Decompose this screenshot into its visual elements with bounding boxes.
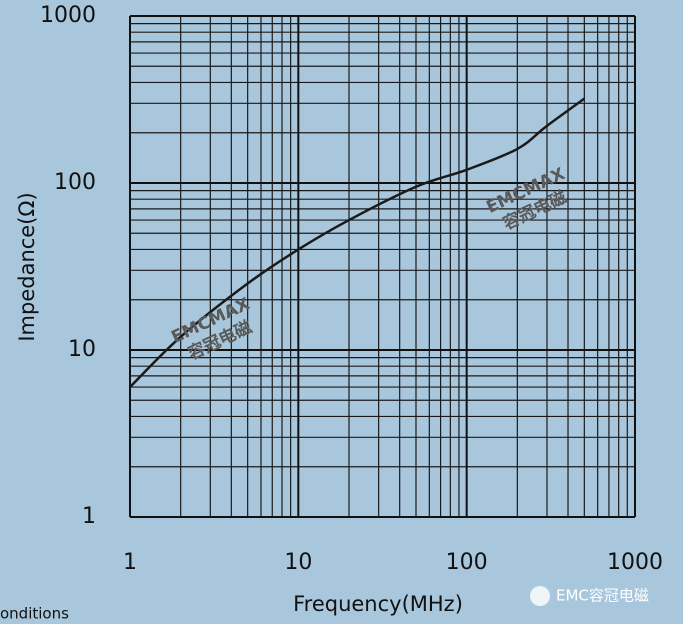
footer-text: onditions (0, 605, 69, 623)
x-tick-label: 1 (123, 550, 137, 575)
y-tick-label: 1 (82, 504, 96, 529)
impedance-curve (129, 97, 586, 388)
logo-icon (530, 586, 550, 606)
logo: EMC容冠电磁 (530, 586, 649, 606)
y-axis-label: Impedance(Ω) (15, 192, 39, 341)
logo-text: EMC容冠电磁 (556, 587, 649, 605)
x-tick-label: 10 (284, 550, 312, 575)
y-tick-label: 1000 (40, 3, 96, 28)
y-tick-label: 100 (54, 170, 96, 195)
x-axis-label: Frequency(MHz) (293, 592, 463, 616)
x-tick-label: 1000 (607, 550, 663, 575)
y-tick-label: 10 (68, 337, 96, 362)
x-tick-label: 100 (446, 550, 488, 575)
